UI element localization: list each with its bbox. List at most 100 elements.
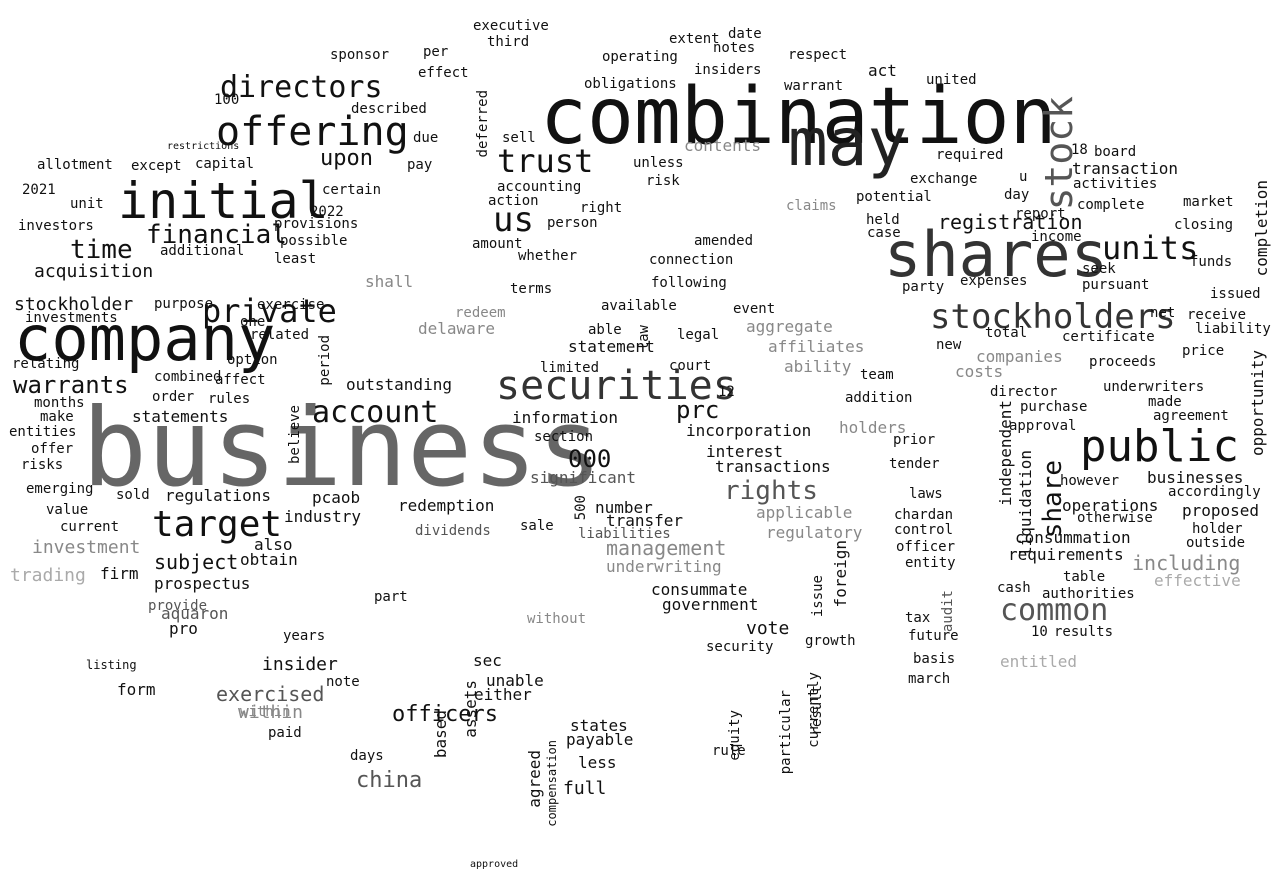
word: period: [317, 335, 333, 386]
word: respect: [788, 47, 848, 63]
word: 10: [1031, 624, 1048, 640]
word: made: [1148, 394, 1182, 410]
word: growth: [805, 633, 856, 649]
word: extent: [669, 31, 720, 47]
word: less: [578, 753, 617, 772]
word: net: [1150, 305, 1176, 321]
word: registration: [938, 210, 1083, 234]
word: accounting: [497, 179, 582, 195]
word: subject: [154, 550, 239, 574]
word: chardan: [894, 507, 954, 523]
word: deferred: [475, 90, 491, 158]
word: either: [474, 685, 532, 704]
word: sale: [520, 518, 554, 534]
word: unless: [633, 155, 684, 171]
word: business: [82, 386, 603, 511]
word: investments: [25, 310, 118, 326]
word: risks: [21, 457, 64, 473]
word: whether: [518, 248, 578, 264]
word: addition: [845, 390, 913, 406]
word: least: [274, 251, 317, 267]
word: person: [547, 215, 598, 231]
word: restrictions: [167, 141, 240, 152]
word: law: [636, 325, 652, 351]
word: possible: [280, 233, 348, 249]
word: activities: [1073, 176, 1158, 192]
word: management: [606, 536, 727, 560]
word: third: [487, 34, 530, 50]
word: time: [70, 235, 133, 265]
word: capital: [195, 156, 255, 172]
word: insider: [262, 654, 338, 675]
word: statement: [568, 337, 655, 356]
word: agreed: [525, 750, 544, 808]
word: notes: [713, 40, 756, 56]
word: director: [990, 384, 1058, 400]
word: seek: [1082, 261, 1116, 277]
word: within: [238, 702, 304, 723]
word: upon: [320, 146, 373, 171]
word: liquidation: [1016, 450, 1035, 556]
word: trading: [10, 565, 86, 586]
word: claims: [786, 198, 837, 214]
word: report: [1015, 206, 1066, 222]
word: full: [563, 778, 607, 799]
word: unable: [486, 671, 544, 690]
word: may: [788, 104, 908, 181]
word: provide: [148, 598, 208, 614]
word: approval: [1009, 418, 1077, 434]
word: completion: [1252, 180, 1271, 277]
word: basis: [913, 651, 956, 667]
word: offer: [31, 441, 74, 457]
word: 500: [573, 495, 589, 521]
word: pay: [407, 157, 433, 173]
word: certain: [322, 182, 382, 198]
word: opportunity: [1248, 350, 1267, 456]
word: however: [1060, 473, 1120, 489]
word: consummate: [651, 580, 748, 599]
word: exchange: [910, 171, 978, 187]
word: purchase: [1020, 399, 1088, 415]
word: operating: [602, 49, 678, 65]
word: party: [902, 279, 945, 295]
word: currently: [806, 672, 822, 748]
word: executive: [473, 18, 549, 34]
word: allotment: [37, 157, 113, 173]
word: amount: [472, 236, 523, 252]
word: provisions: [274, 216, 359, 232]
word: 000: [568, 445, 612, 473]
word: affiliates: [768, 337, 865, 356]
word: warrant: [784, 78, 844, 94]
word: limited: [540, 360, 600, 376]
word: combined: [154, 369, 222, 385]
word: 18: [1071, 142, 1088, 158]
word: agreement: [1153, 408, 1229, 424]
word: days: [350, 748, 384, 764]
word: new: [936, 337, 962, 353]
word: businesses: [1147, 468, 1244, 487]
word: operations: [1062, 496, 1159, 515]
word: liability: [1195, 321, 1271, 337]
word: statements: [132, 407, 229, 426]
word: rule: [712, 743, 746, 759]
word: investors: [18, 218, 94, 234]
word: directors: [220, 70, 383, 105]
word: without: [527, 611, 587, 627]
word: units: [1102, 229, 1199, 267]
word: exercise: [257, 297, 325, 313]
word: payable: [566, 730, 634, 749]
word: potential: [856, 189, 932, 205]
word: march: [908, 671, 951, 687]
word: approved: [470, 859, 519, 870]
word: delaware: [418, 319, 496, 338]
word: prc: [676, 396, 720, 424]
word: 2021: [22, 182, 56, 198]
word: sell: [502, 130, 536, 146]
word: sec: [473, 651, 502, 670]
word: holders: [839, 418, 907, 437]
word: option: [227, 352, 278, 368]
word: particular: [778, 690, 794, 775]
word: obligations: [584, 76, 677, 92]
word: terms: [510, 281, 553, 297]
word: authorities: [1042, 586, 1135, 602]
